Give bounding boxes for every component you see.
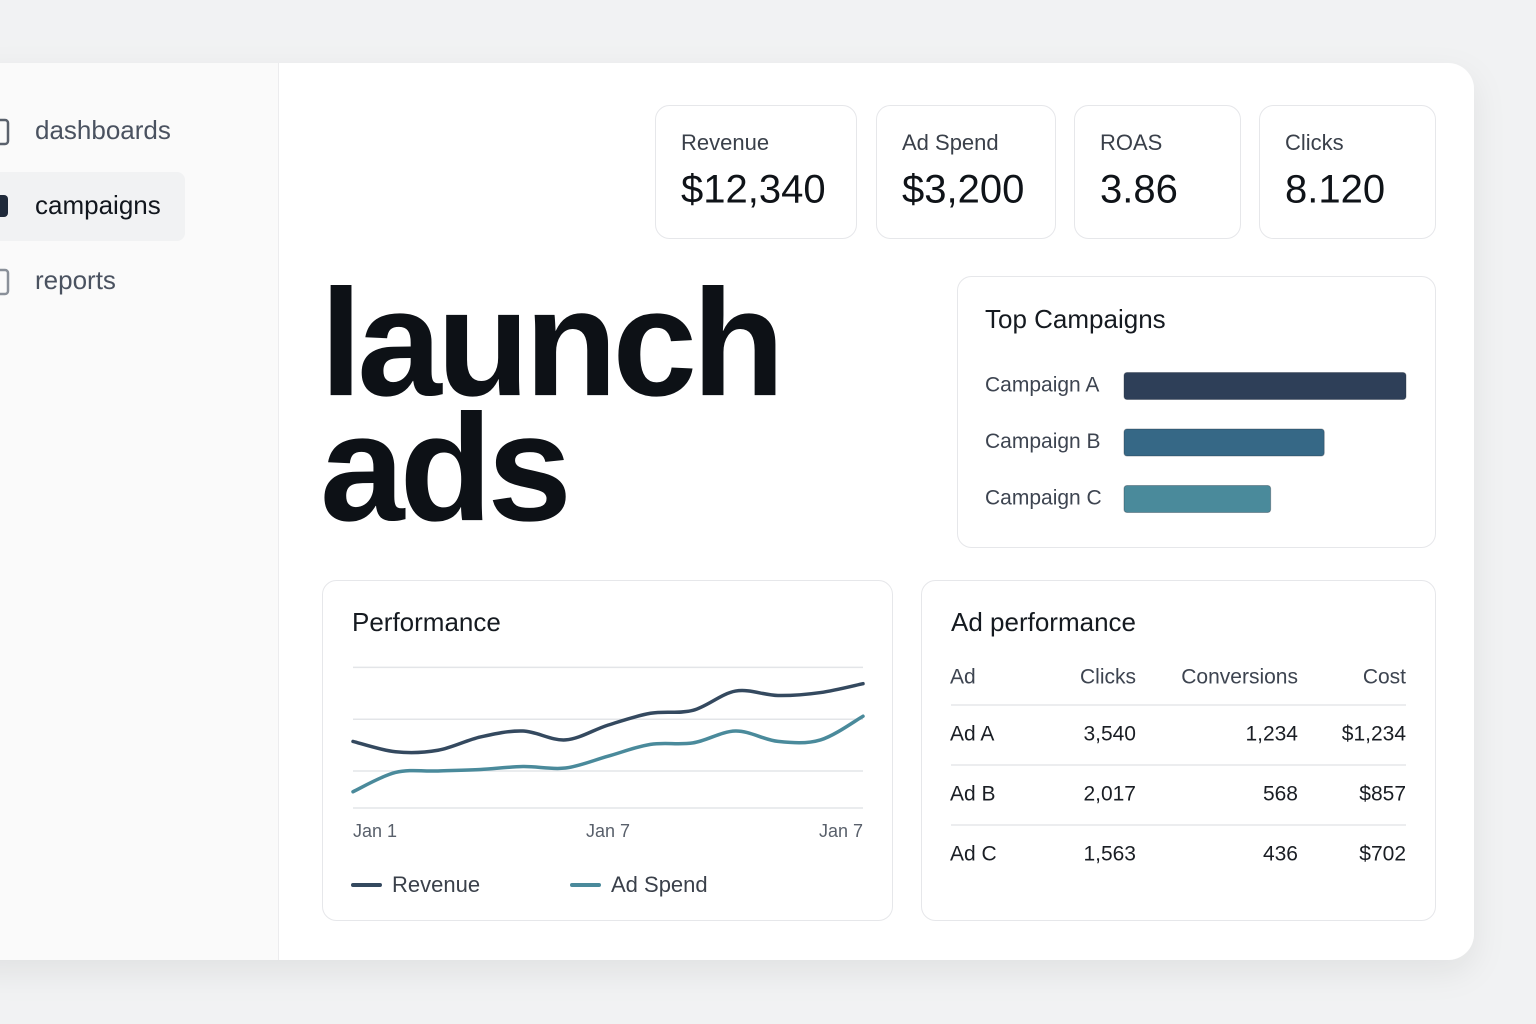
sidebar [0, 63, 278, 960]
table-cell: $857 [1359, 783, 1406, 806]
column-header: Ad [950, 666, 976, 689]
table-cell: Ad C [950, 843, 997, 866]
nav-icon [0, 268, 10, 296]
legend-label: Ad Spend [611, 872, 708, 897]
x-tick-label: Jan 7 [819, 821, 863, 841]
card-title: Performance [352, 607, 501, 637]
hero-title: launch [320, 258, 780, 428]
nav-item[interactable]: campaigns [35, 190, 161, 220]
kpi-card [1074, 105, 1241, 239]
table-cell: Ad A [950, 723, 994, 746]
column-header: Clicks [1080, 666, 1136, 689]
kpi-value: $12,340 [681, 168, 826, 212]
table-cell: 2,017 [1083, 783, 1136, 806]
table-cell: 568 [1263, 783, 1298, 806]
bar [1123, 372, 1407, 400]
table-cell: 3,540 [1083, 723, 1136, 746]
table-cell: $702 [1359, 843, 1406, 866]
table-cell: 1,234 [1245, 723, 1298, 746]
kpi-value: $3,200 [902, 168, 1024, 212]
column-header: Conversions [1181, 666, 1298, 689]
kpi-label: ROAS [1100, 130, 1162, 155]
line-series [351, 681, 865, 755]
table-cell: $1,234 [1342, 723, 1407, 746]
performance-card [322, 580, 893, 921]
kpi-value: 8.120 [1285, 168, 1385, 212]
bar-label: Campaign A [985, 374, 1099, 397]
bar-label: Campaign C [985, 487, 1102, 510]
kpi-card [876, 105, 1056, 239]
bar-label: Campaign B [985, 430, 1101, 453]
hero-title: ads [320, 383, 567, 553]
column-header: Cost [1363, 666, 1406, 689]
x-tick-label: Jan 7 [586, 821, 630, 841]
bar [1123, 428, 1325, 457]
nav-icon [0, 118, 10, 146]
table-cell: 436 [1263, 843, 1298, 866]
content: dashboards campaigns reports Revenue $12,340… [35, 105, 1436, 921]
kpi-label: Clicks [1285, 130, 1344, 155]
kpi-card [655, 105, 857, 239]
card-title: Top Campaigns [985, 304, 1166, 334]
legend-label: Revenue [392, 872, 480, 897]
kpi-label: Ad Spend [902, 130, 999, 155]
x-tick-label: Jan 1 [353, 821, 397, 841]
table-cell: Ad B [950, 783, 996, 806]
nav-item[interactable]: dashboards [35, 115, 171, 145]
kpi-label: Revenue [681, 130, 769, 155]
kpi-card [1259, 105, 1436, 239]
kpi-value: 3.86 [1100, 168, 1178, 212]
top-campaigns-card [957, 276, 1436, 548]
ad-performance-card [921, 580, 1436, 921]
nav-icon [0, 195, 8, 217]
nav-active-bg [0, 172, 185, 241]
table-cell: 1,563 [1083, 843, 1136, 866]
line-series [351, 714, 865, 794]
nav-item[interactable]: reports [35, 265, 116, 295]
card-title: Ad performance [951, 607, 1136, 637]
bar [1123, 485, 1272, 513]
